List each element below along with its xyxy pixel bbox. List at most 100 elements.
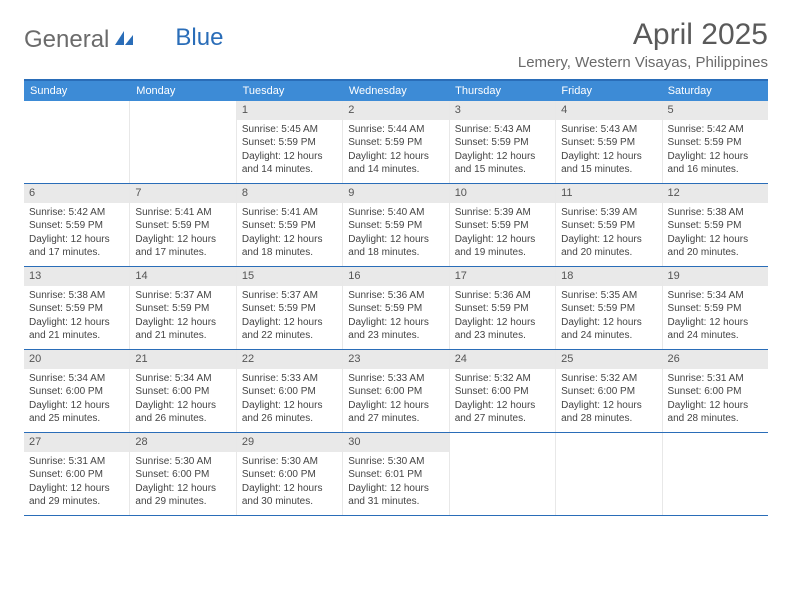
day-cell: 16Sunrise: 5:36 AMSunset: 5:59 PMDayligh… bbox=[343, 267, 449, 349]
day-day2: and 18 minutes. bbox=[348, 246, 443, 260]
day-cell bbox=[450, 433, 556, 515]
day-day1: Daylight: 12 hours bbox=[135, 233, 230, 247]
day-day1: Daylight: 12 hours bbox=[561, 150, 656, 164]
day-sunset: Sunset: 5:59 PM bbox=[348, 136, 443, 150]
calendar: Sunday Monday Tuesday Wednesday Thursday… bbox=[24, 79, 768, 516]
day-sunset: Sunset: 5:59 PM bbox=[668, 302, 763, 316]
day-day2: and 18 minutes. bbox=[242, 246, 337, 260]
day-sunrise: Sunrise: 5:36 AM bbox=[348, 289, 443, 303]
day-day2: and 15 minutes. bbox=[455, 163, 550, 177]
day-sunset: Sunset: 6:00 PM bbox=[135, 385, 230, 399]
day-number: 4 bbox=[556, 101, 661, 120]
day-sunrise: Sunrise: 5:30 AM bbox=[242, 455, 337, 469]
day-day1: Daylight: 12 hours bbox=[29, 399, 124, 413]
day-number: 6 bbox=[24, 184, 129, 203]
logo-text-blue: Blue bbox=[175, 24, 223, 52]
day-cell bbox=[130, 101, 236, 183]
day-day2: and 21 minutes. bbox=[135, 329, 230, 343]
day-day1: Daylight: 12 hours bbox=[668, 150, 763, 164]
day-number: 19 bbox=[663, 267, 768, 286]
weekday-friday: Friday bbox=[555, 81, 661, 101]
day-number: 8 bbox=[237, 184, 342, 203]
day-number: 17 bbox=[450, 267, 555, 286]
day-day2: and 29 minutes. bbox=[135, 495, 230, 509]
day-day2: and 29 minutes. bbox=[29, 495, 124, 509]
day-sunrise: Sunrise: 5:40 AM bbox=[348, 206, 443, 220]
day-sunrise: Sunrise: 5:34 AM bbox=[135, 372, 230, 386]
day-sunrise: Sunrise: 5:32 AM bbox=[455, 372, 550, 386]
day-sunset: Sunset: 6:00 PM bbox=[455, 385, 550, 399]
day-number: 20 bbox=[24, 350, 129, 369]
day-number: 29 bbox=[237, 433, 342, 452]
day-day2: and 24 minutes. bbox=[561, 329, 656, 343]
day-number: 25 bbox=[556, 350, 661, 369]
logo: General Blue bbox=[24, 18, 223, 54]
day-cell: 6Sunrise: 5:42 AMSunset: 5:59 PMDaylight… bbox=[24, 184, 130, 266]
day-sunset: Sunset: 5:59 PM bbox=[242, 219, 337, 233]
day-day1: Daylight: 12 hours bbox=[348, 233, 443, 247]
day-body: Sunrise: 5:37 AMSunset: 5:59 PMDaylight:… bbox=[130, 286, 235, 348]
day-day1: Daylight: 12 hours bbox=[455, 233, 550, 247]
day-body: Sunrise: 5:34 AMSunset: 5:59 PMDaylight:… bbox=[663, 286, 768, 348]
day-day1: Daylight: 12 hours bbox=[455, 316, 550, 330]
month-title: April 2025 bbox=[518, 18, 768, 52]
day-day1: Daylight: 12 hours bbox=[242, 482, 337, 496]
day-sunset: Sunset: 5:59 PM bbox=[561, 136, 656, 150]
day-cell: 28Sunrise: 5:30 AMSunset: 6:00 PMDayligh… bbox=[130, 433, 236, 515]
day-day2: and 24 minutes. bbox=[668, 329, 763, 343]
day-day1: Daylight: 12 hours bbox=[135, 316, 230, 330]
day-day1: Daylight: 12 hours bbox=[242, 150, 337, 164]
day-day2: and 26 minutes. bbox=[135, 412, 230, 426]
day-sunset: Sunset: 6:00 PM bbox=[242, 385, 337, 399]
day-day1: Daylight: 12 hours bbox=[561, 316, 656, 330]
weekday-sunday: Sunday bbox=[24, 81, 130, 101]
day-body: Sunrise: 5:43 AMSunset: 5:59 PMDaylight:… bbox=[450, 120, 555, 182]
week-row: 27Sunrise: 5:31 AMSunset: 6:00 PMDayligh… bbox=[24, 433, 768, 516]
day-sunset: Sunset: 6:00 PM bbox=[242, 468, 337, 482]
day-body: Sunrise: 5:43 AMSunset: 5:59 PMDaylight:… bbox=[556, 120, 661, 182]
day-cell: 24Sunrise: 5:32 AMSunset: 6:00 PMDayligh… bbox=[450, 350, 556, 432]
day-day2: and 16 minutes. bbox=[668, 163, 763, 177]
day-number: 27 bbox=[24, 433, 129, 452]
day-body: Sunrise: 5:38 AMSunset: 5:59 PMDaylight:… bbox=[24, 286, 129, 348]
day-day2: and 19 minutes. bbox=[455, 246, 550, 260]
day-sunrise: Sunrise: 5:33 AM bbox=[242, 372, 337, 386]
day-day1: Daylight: 12 hours bbox=[348, 399, 443, 413]
day-number: 13 bbox=[24, 267, 129, 286]
day-body: Sunrise: 5:30 AMSunset: 6:00 PMDaylight:… bbox=[237, 452, 342, 514]
day-sunrise: Sunrise: 5:38 AM bbox=[29, 289, 124, 303]
weekday-wednesday: Wednesday bbox=[343, 81, 449, 101]
day-cell: 1Sunrise: 5:45 AMSunset: 5:59 PMDaylight… bbox=[237, 101, 343, 183]
day-day2: and 21 minutes. bbox=[29, 329, 124, 343]
logo-text-general: General bbox=[24, 26, 109, 54]
day-number: 24 bbox=[450, 350, 555, 369]
day-sunrise: Sunrise: 5:34 AM bbox=[29, 372, 124, 386]
day-sunset: Sunset: 5:59 PM bbox=[29, 302, 124, 316]
day-body: Sunrise: 5:41 AMSunset: 5:59 PMDaylight:… bbox=[130, 203, 235, 265]
day-number: 16 bbox=[343, 267, 448, 286]
day-number: 15 bbox=[237, 267, 342, 286]
day-day2: and 27 minutes. bbox=[455, 412, 550, 426]
day-sunrise: Sunrise: 5:31 AM bbox=[668, 372, 763, 386]
day-day2: and 28 minutes. bbox=[668, 412, 763, 426]
day-sunset: Sunset: 5:59 PM bbox=[668, 136, 763, 150]
day-day1: Daylight: 12 hours bbox=[135, 482, 230, 496]
day-sunset: Sunset: 5:59 PM bbox=[135, 302, 230, 316]
week-row: 13Sunrise: 5:38 AMSunset: 5:59 PMDayligh… bbox=[24, 267, 768, 350]
day-sunset: Sunset: 5:59 PM bbox=[29, 219, 124, 233]
day-sunrise: Sunrise: 5:35 AM bbox=[561, 289, 656, 303]
day-sunset: Sunset: 5:59 PM bbox=[561, 302, 656, 316]
day-day2: and 26 minutes. bbox=[242, 412, 337, 426]
weeks-container: 1Sunrise: 5:45 AMSunset: 5:59 PMDaylight… bbox=[24, 101, 768, 516]
day-sunset: Sunset: 6:00 PM bbox=[135, 468, 230, 482]
day-day1: Daylight: 12 hours bbox=[561, 399, 656, 413]
day-day2: and 31 minutes. bbox=[348, 495, 443, 509]
day-day2: and 23 minutes. bbox=[455, 329, 550, 343]
day-number: 26 bbox=[663, 350, 768, 369]
day-day1: Daylight: 12 hours bbox=[668, 316, 763, 330]
day-number: 1 bbox=[237, 101, 342, 120]
weekday-header-row: Sunday Monday Tuesday Wednesday Thursday… bbox=[24, 81, 768, 101]
day-body: Sunrise: 5:34 AMSunset: 6:00 PMDaylight:… bbox=[130, 369, 235, 431]
day-day1: Daylight: 12 hours bbox=[242, 399, 337, 413]
day-body: Sunrise: 5:40 AMSunset: 5:59 PMDaylight:… bbox=[343, 203, 448, 265]
